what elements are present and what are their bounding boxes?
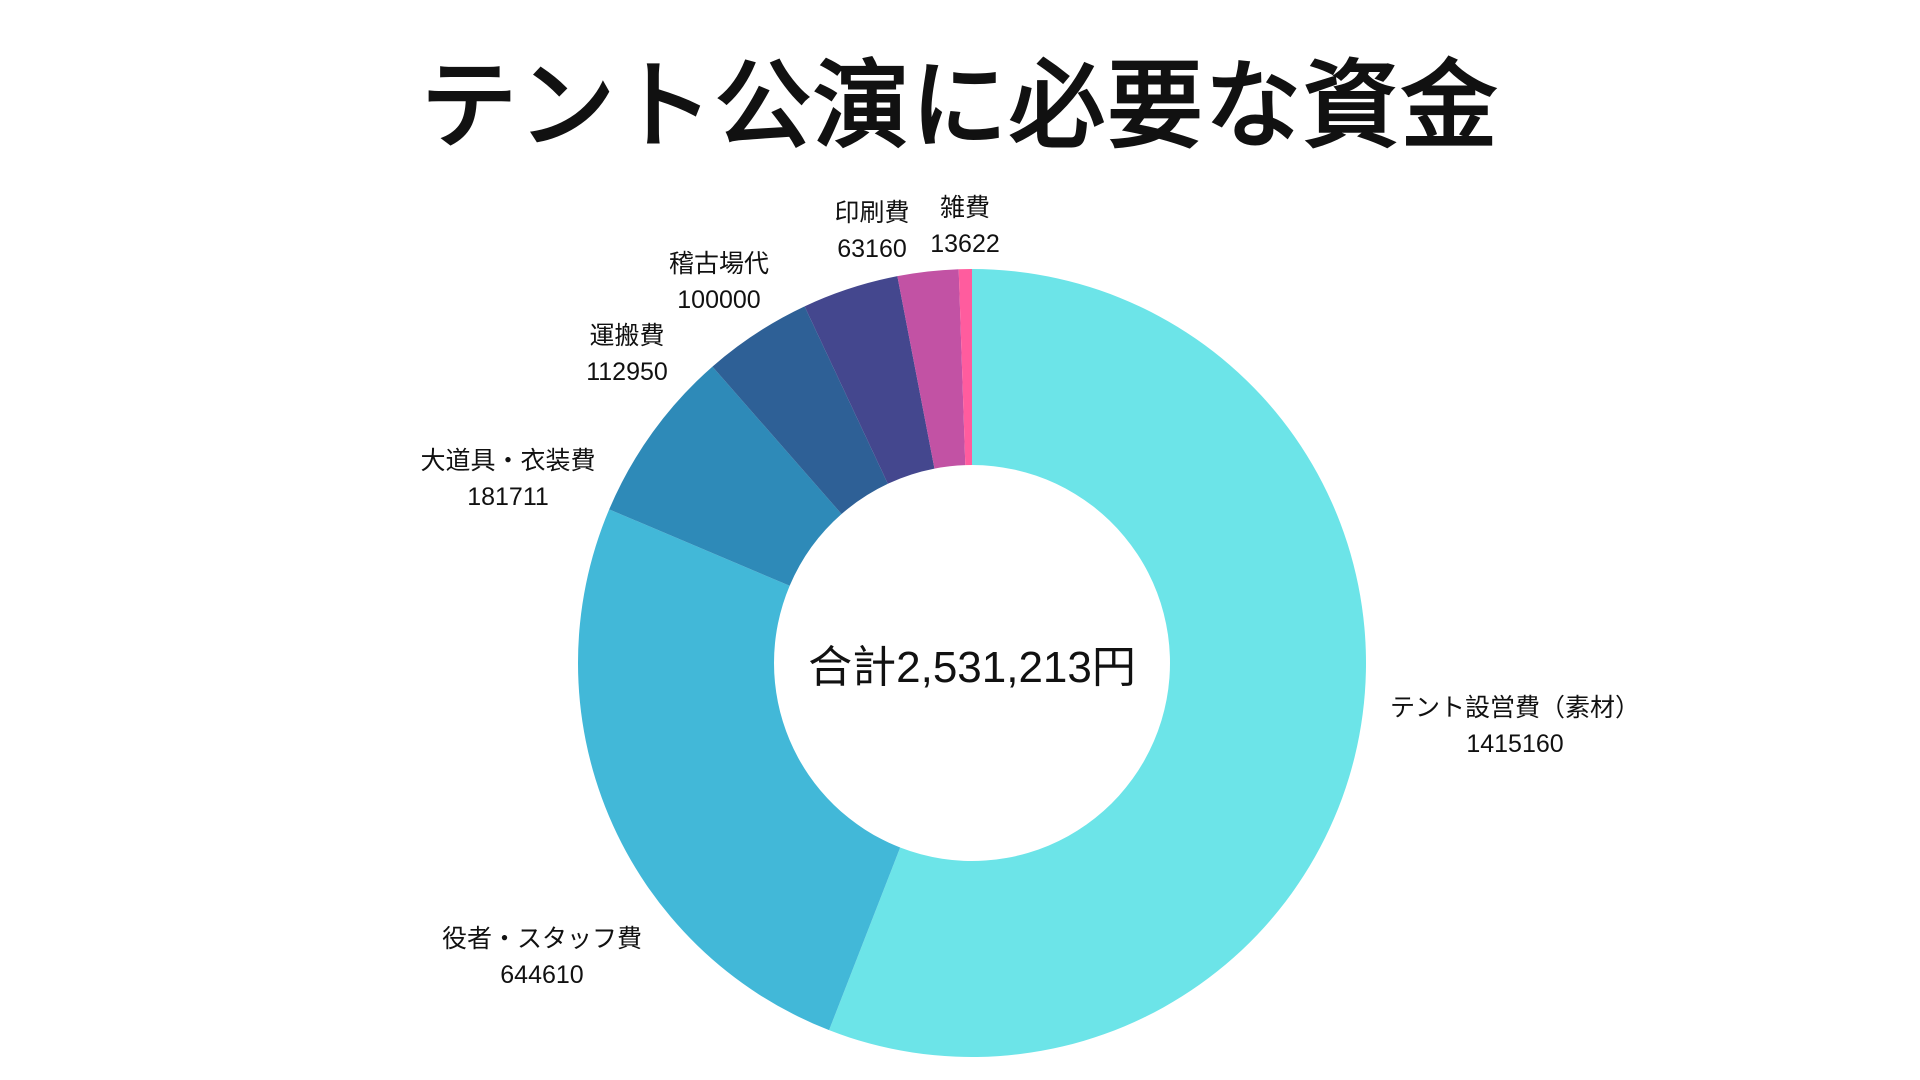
slice-label-name: 稽古場代 bbox=[668, 250, 770, 278]
total-label: 合計2,531,213円 bbox=[808, 643, 1136, 692]
slice-label-value: 644610 bbox=[500, 961, 584, 989]
slice-label-value: 13622 bbox=[930, 230, 1000, 258]
slice-label: 稽古場代 100000 bbox=[669, 246, 769, 318]
donut-slice bbox=[609, 366, 842, 586]
slice-label-name: 印刷費 bbox=[834, 199, 910, 227]
donut-slice bbox=[804, 276, 935, 484]
donut-slice bbox=[578, 509, 901, 1031]
slice-label-name: 運搬費 bbox=[589, 322, 665, 350]
slice-label-value: 181711 bbox=[467, 483, 549, 511]
slice-label: 大道具・衣装費 181711 bbox=[420, 443, 595, 515]
slice-label: 印刷費 63160 bbox=[834, 195, 909, 267]
slice-label: 雑費 13622 bbox=[930, 190, 1000, 262]
slice-label-name: 雑費 bbox=[939, 194, 990, 222]
slice-label: テント設営費（素材） 1415160 bbox=[1390, 690, 1640, 762]
slice-label: 役者・スタッフ費 644610 bbox=[442, 921, 642, 993]
slice-label-value: 63160 bbox=[837, 235, 907, 263]
slice-label-name: テント設営費（素材） bbox=[1389, 694, 1641, 722]
donut-slice bbox=[958, 269, 972, 466]
slice-label: 運搬費 112950 bbox=[586, 318, 668, 390]
donut-slice bbox=[712, 306, 888, 515]
chart-title: テント公演に必要な資金 bbox=[421, 50, 1499, 162]
slice-label-value: 1415160 bbox=[1466, 730, 1564, 758]
donut-slice bbox=[897, 269, 966, 469]
slice-label-value: 112950 bbox=[586, 358, 668, 386]
slice-label-name: 大道具・衣装費 bbox=[420, 447, 596, 475]
donut-slice bbox=[829, 269, 1366, 1058]
slice-label-value: 100000 bbox=[677, 286, 761, 314]
slice-label-name: 役者・スタッフ費 bbox=[441, 925, 643, 953]
